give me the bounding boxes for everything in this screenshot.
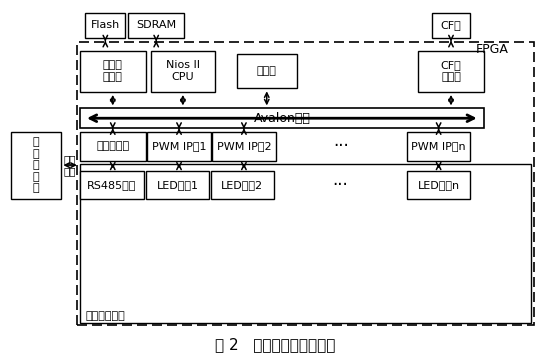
Text: PWM IP核2: PWM IP核2 (217, 141, 271, 151)
Bar (85, 13, 125, 38)
Bar (77, 42, 534, 325)
Text: CF卡
控制器: CF卡 控制器 (441, 61, 461, 82)
Bar (407, 132, 470, 161)
Text: CF卡: CF卡 (441, 20, 461, 30)
Text: SDRAM: SDRAM (136, 20, 176, 30)
Bar (147, 132, 211, 161)
Text: LED模块1: LED模块1 (156, 180, 199, 190)
Text: ···: ··· (333, 176, 348, 194)
Text: 串口
通信: 串口 通信 (64, 155, 76, 176)
Text: LED模块2: LED模块2 (221, 180, 263, 190)
Text: Flash: Flash (91, 20, 120, 30)
Text: 存储器
控制器: 存储器 控制器 (103, 61, 123, 82)
Text: Avalon总线: Avalon总线 (254, 112, 310, 125)
Text: FPGA: FPGA (476, 43, 509, 56)
Text: 定时器: 定时器 (257, 66, 277, 76)
Bar (432, 13, 470, 38)
Text: 图 2   控制器硬件结构框图: 图 2 控制器硬件结构框图 (215, 337, 335, 352)
Bar (80, 171, 144, 199)
Text: PWM IP核n: PWM IP核n (411, 141, 466, 151)
Bar (407, 171, 470, 199)
Bar (211, 171, 274, 199)
Bar (151, 51, 214, 92)
Bar (80, 164, 531, 323)
Text: 计
算
机
系
统: 计 算 机 系 统 (32, 137, 39, 193)
Text: 显示驱动模块: 显示驱动模块 (85, 311, 125, 321)
Text: PWM IP核1: PWM IP核1 (152, 141, 206, 151)
Text: LED模块n: LED模块n (417, 180, 460, 190)
Bar (236, 54, 297, 88)
Bar (80, 132, 146, 161)
Bar (11, 132, 60, 199)
Text: Nios II
CPU: Nios II CPU (166, 61, 200, 82)
Bar (80, 51, 146, 92)
Text: RS485控制: RS485控制 (87, 180, 136, 190)
Text: ···: ··· (333, 137, 349, 155)
Bar (146, 171, 209, 199)
Bar (212, 132, 276, 161)
Bar (80, 108, 484, 128)
Bar (418, 51, 484, 92)
Text: 串口控制器: 串口控制器 (96, 141, 129, 151)
Bar (128, 13, 184, 38)
